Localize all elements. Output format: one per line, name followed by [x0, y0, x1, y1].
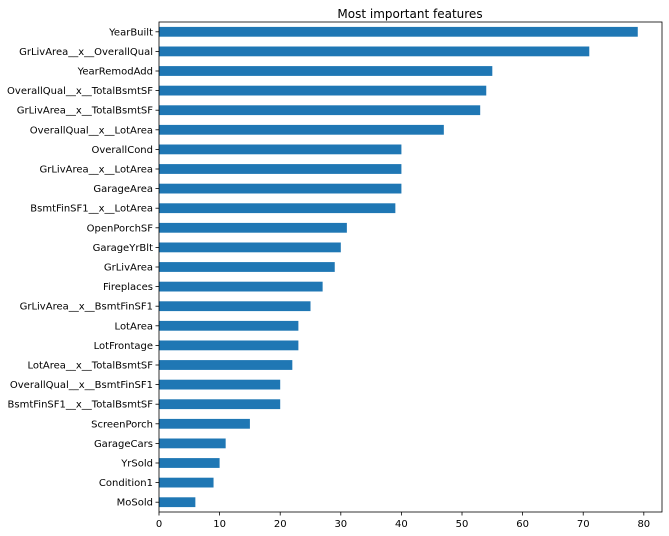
bar: [159, 262, 335, 272]
x-tick-label: 60: [516, 519, 529, 530]
x-axis-ticks: 0 10 20 30 40 50 60 70 80: [156, 512, 650, 530]
bar: [159, 418, 250, 429]
plot-frame: [158, 21, 663, 513]
y-tick-label: GarageYrBlt: [93, 243, 153, 254]
bar: [159, 164, 402, 174]
y-tick-label: LotFrontage: [94, 341, 153, 352]
bar: [159, 281, 323, 292]
x-tick-label: 50: [456, 519, 469, 530]
y-tick-label: LotArea__x__TotalBsmtSF: [27, 361, 153, 372]
x-tick-label: 30: [334, 519, 347, 530]
y-axis-ticks: YearBuilt GrLivArea__x__OverallQual YearRe…: [7, 27, 159, 509]
x-tick-label: 70: [577, 519, 590, 530]
y-tick-label: GrLivArea__x__TotalBsmtSF: [17, 106, 153, 117]
y-tick-label: Fireplaces: [103, 282, 153, 293]
x-tick-label: 80: [637, 519, 650, 530]
y-tick-label: LotArea: [115, 321, 153, 332]
bar: [159, 379, 281, 390]
bar: [159, 340, 299, 351]
bar: [159, 458, 220, 468]
x-tick-label: 20: [274, 519, 287, 530]
y-tick-label: YearBuilt: [108, 27, 153, 38]
y-tick-label: ScreenPorch: [91, 419, 153, 430]
y-tick-label: GrLivArea: [104, 263, 153, 274]
chart-title: Most important features: [337, 7, 482, 21]
y-tick-label: YearRemodAdd: [77, 67, 153, 78]
x-tick-label: 10: [213, 519, 226, 530]
y-tick-label: OpenPorchSF: [87, 223, 154, 234]
y-tick-label: Condition1: [99, 478, 153, 489]
bar: [159, 399, 281, 410]
y-tick-label: OverallQual__x__TotalBsmtSF: [7, 86, 153, 97]
x-tick-label: 40: [395, 519, 408, 530]
bars-group: [159, 26, 638, 508]
y-tick-label: OverallQual__x__LotArea: [30, 125, 153, 136]
y-tick-label: GrLivArea__x__LotArea: [39, 165, 153, 176]
y-tick-label: GrLivArea__x__BsmtFinSF1: [20, 302, 153, 313]
y-tick-label: BsmtFinSF1__x__TotalBsmtSF: [8, 400, 154, 411]
bar: [159, 301, 311, 312]
y-tick-label: BsmtFinSF1__x__LotArea: [30, 204, 153, 215]
bar: [159, 477, 214, 488]
y-tick-label: GarageCars: [94, 439, 153, 450]
bar: [159, 66, 493, 76]
bar: [159, 144, 402, 155]
y-tick-label: OverallQual__x__BsmtFinSF1: [10, 380, 153, 391]
bar: [159, 320, 299, 331]
y-tick-label: GrLivArea__x__OverallQual: [19, 47, 153, 58]
bar: [159, 497, 196, 508]
bar: [159, 203, 396, 214]
bar: [159, 360, 293, 370]
bar: [159, 124, 444, 135]
bar: [159, 242, 341, 253]
x-tick-label: 0: [156, 519, 162, 530]
bar: [159, 183, 402, 194]
y-tick-label: YrSold: [120, 459, 153, 470]
bar: [159, 85, 487, 96]
y-tick-label: OverallCond: [91, 145, 153, 156]
bar: [159, 222, 347, 233]
bar: [159, 46, 590, 57]
bar: [159, 438, 226, 449]
bar: [159, 26, 638, 37]
bar: [159, 105, 481, 116]
y-tick-label: MoSold: [117, 498, 153, 509]
y-tick-label: GarageArea: [93, 184, 153, 195]
